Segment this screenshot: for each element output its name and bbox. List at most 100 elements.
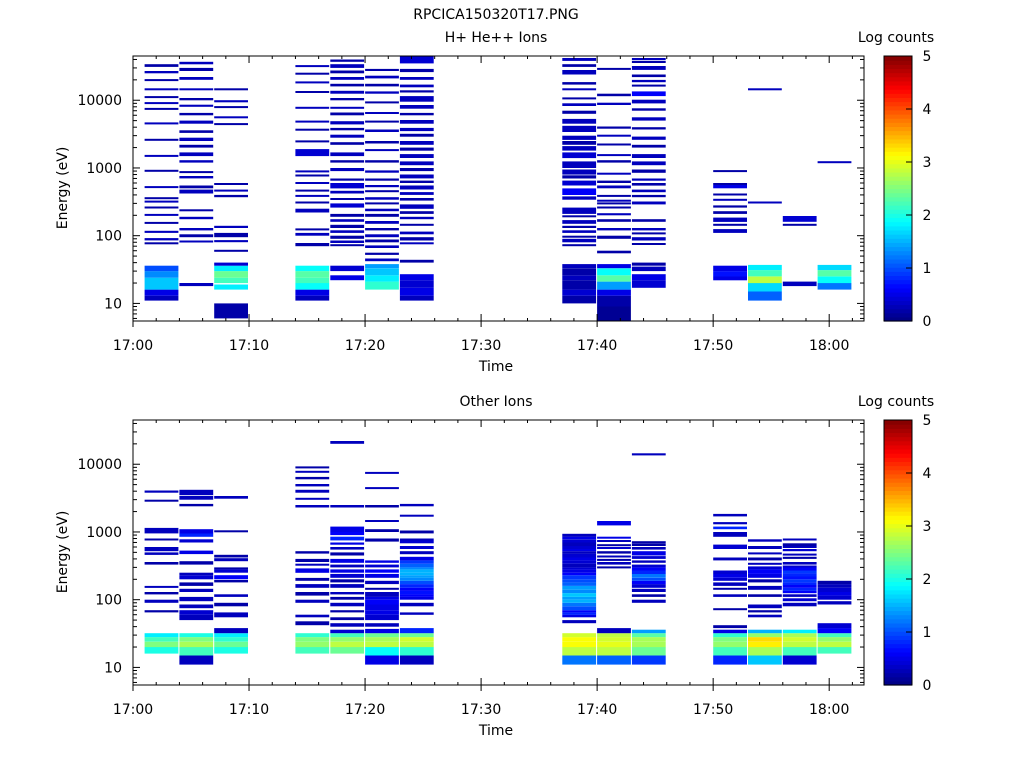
heatmap-cell [365,264,399,269]
heatmap-cell [748,633,782,638]
heatmap-cell [365,281,399,290]
heatmap-cell [631,556,666,559]
heatmap-cell [365,91,399,94]
heatmap-cell [817,633,852,638]
heatmap-cell [214,628,248,634]
colorbar-band [884,656,912,661]
heatmap-cell [597,295,631,307]
heatmap-cell [631,79,666,83]
heatmap-cell [365,580,399,585]
heatmap-cell [179,575,214,580]
heatmap-cell [562,542,597,547]
heatmap-cell [713,647,747,656]
colorbar-band [884,610,912,616]
colorbar-band [884,531,912,537]
colorbar-band [884,527,912,533]
colorbar: 0 1 2 3 4 5 [883,413,932,694]
colorbar-band [884,676,912,682]
heatmap-cell [295,470,330,473]
heatmap-cell [330,121,365,125]
heatmap-cell [144,552,179,555]
x-tick-label: 17:50 [693,702,733,718]
colorbar-band [884,556,912,562]
heatmap-cell [214,232,248,238]
heatmap-cell [631,577,666,581]
heatmap-cell [144,154,179,157]
heatmap-cell [330,77,365,80]
colorbar-band [884,515,912,520]
heatmap-cell [631,564,666,568]
heatmap-cell [330,547,365,550]
heatmap-cell [597,555,631,558]
colorbar-band [884,118,912,123]
heatmap-cell [562,637,597,642]
heatmap-cell [179,614,214,621]
heatmap-cell [631,599,666,603]
colorbar-frame [883,419,913,686]
x-axis-ticks: 17:00 17:10 17:20 17:30 17:40 17:50 18:00 [113,56,853,354]
colorbar-tick-label: 1 [923,625,932,641]
heatmap-cell [562,180,597,186]
heatmap-cell [330,64,365,68]
heatmap-cell [562,575,597,580]
colorbar-band [884,89,912,94]
heatmap-cell [365,564,399,568]
colorbar-band [884,506,912,512]
heatmap-cell [144,230,179,233]
heatmap-cell [631,243,666,245]
heatmap-cell [597,628,631,634]
heatmap-cell [399,584,434,588]
heatmap-cell [562,585,597,590]
heatmap-cell [562,560,597,564]
colorbar-band [884,151,912,156]
heatmap-cell [214,123,248,126]
colorbar-band [884,581,912,587]
heatmap-cell [179,641,214,648]
colorbar-tick-label: 0 [923,678,932,694]
heatmap-cell [214,554,248,558]
heatmap-cell [365,637,399,642]
heatmap-cell [597,633,631,638]
heatmap-cell [597,172,631,175]
heatmap-cell [214,637,248,642]
colorbar-band [884,523,912,529]
heatmap-cell [562,289,597,296]
heatmap-cell [562,97,597,100]
heatmap-cell [179,539,214,543]
heatmap-cell [144,633,179,638]
heatmap-cell [179,67,214,71]
colorbar-band [884,589,912,595]
heatmap-cell [562,557,597,561]
heatmap-cell [144,637,179,642]
colorbar-band [884,188,912,194]
heatmap-cell [399,141,434,145]
y-tick-label: 1000 [86,161,122,177]
heatmap-cell [631,91,666,97]
heatmap-cell [562,546,597,549]
y-tick-label: 1000 [86,525,122,541]
heatmap-cell [365,234,399,238]
heatmap-cell [597,143,631,146]
heatmap-cell [631,629,666,634]
heatmap-cell [399,546,434,549]
heatmap-cell [782,585,817,588]
heatmap-cell [631,570,666,574]
heatmap-cell [748,585,782,590]
heatmap-cell [597,235,631,239]
heatmap-cell [399,112,434,116]
heatmap-cell [562,593,597,597]
colorbar-tick-label: 2 [923,572,932,588]
heatmap-cell [597,536,631,539]
colorbar-band [884,113,912,119]
heatmap-cell [597,160,631,163]
heatmap-cell [399,147,434,151]
heatmap-cell [597,154,631,157]
heatmap-cell [330,641,365,648]
heatmap-cell [295,106,330,109]
heatmap-cell [713,211,747,214]
heatmap-cell [144,138,179,141]
heatmap-cell [597,180,631,183]
heatmap-cell [631,201,666,205]
heatmap-cell [179,550,214,555]
